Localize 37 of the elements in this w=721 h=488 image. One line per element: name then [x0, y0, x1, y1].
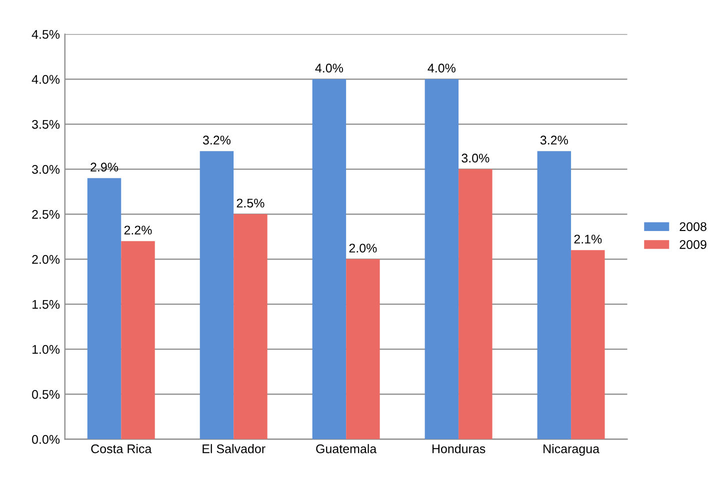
- bar: [458, 169, 492, 440]
- x-tick-label: Nicaragua: [544, 444, 600, 456]
- bar: [571, 250, 605, 440]
- data-label: 2.5%: [236, 198, 264, 208]
- x-tick-label: El Salvador: [202, 444, 266, 454]
- data-label: 3.2%: [540, 136, 568, 145]
- bar: [537, 151, 572, 440]
- bar: [200, 151, 234, 440]
- bar: [424, 79, 459, 440]
- data-label: 3.2%: [202, 136, 231, 145]
- legend-label: 2009: [680, 240, 706, 249]
- bar: [121, 241, 155, 440]
- x-tick-label: Honduras: [432, 444, 486, 454]
- bar: [87, 178, 122, 440]
- y-tick-label: 1.5%: [32, 300, 60, 309]
- bar: [234, 214, 268, 440]
- data-label: 2.2%: [124, 226, 152, 234]
- y-tick-label: 0.0%: [32, 435, 60, 444]
- legend-label: 2008: [680, 222, 706, 232]
- y-tick-label: 2.5%: [32, 210, 60, 219]
- bar: [346, 259, 380, 440]
- data-label: 2.0%: [349, 244, 377, 253]
- y-tick-label: 4.5%: [32, 30, 60, 39]
- y-tick-label: 4.0%: [32, 74, 60, 84]
- bar: [312, 79, 346, 440]
- y-tick-label: 3.0%: [32, 164, 60, 174]
- x-tick-label: Guatemala: [316, 444, 377, 454]
- data-label: 2.9%: [90, 162, 118, 172]
- x-tick-label: Costa Rica: [91, 444, 152, 454]
- y-tick-label: 3.5%: [32, 120, 60, 129]
- y-tick-label: 1.0%: [32, 344, 60, 354]
- y-tick-label: 0.5%: [32, 390, 60, 399]
- data-label: 4.0%: [428, 64, 456, 73]
- data-label: 3.0%: [462, 154, 490, 163]
- data-label: 2.1%: [574, 234, 602, 244]
- data-label: 4.0%: [315, 64, 344, 73]
- y-tick-label: 2.0%: [32, 254, 60, 264]
